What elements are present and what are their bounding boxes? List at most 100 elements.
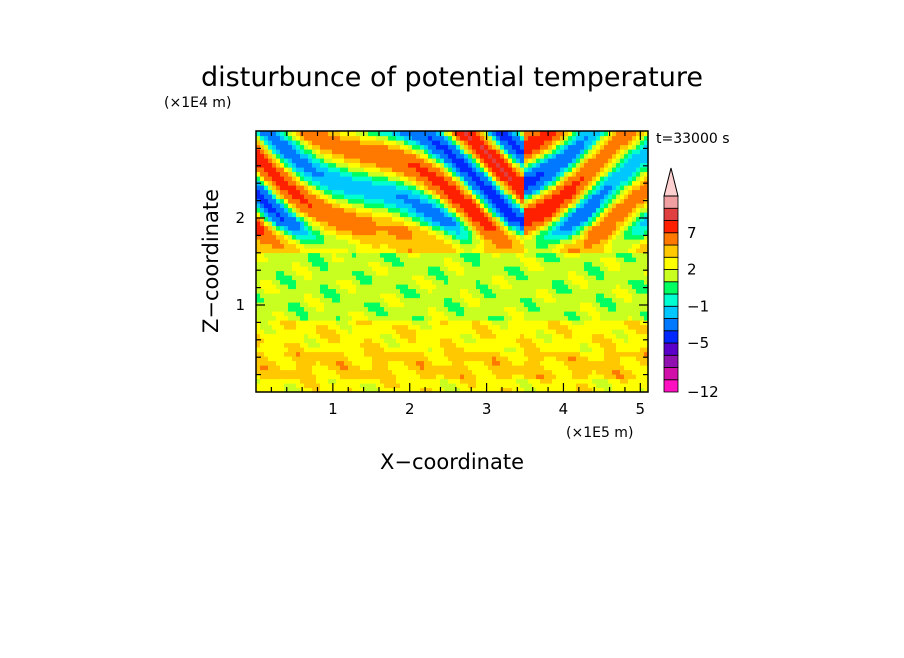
field-cell: [584, 234, 589, 240]
field-cell: [452, 365, 457, 371]
field-cell: [348, 212, 353, 218]
field-cell: [424, 194, 429, 200]
field-cell: [640, 212, 645, 218]
field-cell: [380, 171, 385, 177]
field-cell: [264, 302, 269, 308]
field-cell: [344, 180, 349, 186]
field-cell: [376, 360, 381, 366]
field-cell: [536, 207, 541, 213]
field-cell: [360, 297, 365, 303]
field-cell: [484, 369, 489, 375]
field-cell: [548, 162, 553, 168]
field-cell: [260, 279, 265, 285]
field-cell: [320, 203, 325, 209]
field-cell: [452, 261, 457, 267]
field-cell: [524, 320, 529, 326]
field-cell: [536, 351, 541, 357]
field-cell: [560, 212, 565, 218]
field-cell: [380, 342, 385, 348]
field-cell: [308, 185, 313, 191]
field-cell: [616, 324, 621, 330]
field-cell: [368, 180, 373, 186]
field-cell: [376, 369, 381, 375]
field-cell: [400, 243, 405, 249]
field-cell: [344, 329, 349, 335]
field-cell: [552, 311, 557, 317]
field-cell: [476, 270, 481, 276]
field-cell: [536, 194, 541, 200]
field-cell: [532, 198, 537, 204]
field-cell: [412, 365, 417, 371]
field-cell: [536, 176, 541, 182]
field-cell: [404, 306, 409, 312]
field-cell: [404, 171, 409, 177]
field-cell: [552, 239, 557, 245]
field-cell: [456, 374, 461, 380]
field-cell: [540, 230, 545, 236]
field-cell: [288, 216, 293, 222]
field-cell: [424, 252, 429, 258]
field-cell: [460, 180, 465, 186]
field-cell: [476, 248, 481, 254]
field-cell: [284, 203, 289, 209]
field-cell: [580, 378, 585, 384]
field-cell: [564, 180, 569, 186]
field-cell: [640, 248, 645, 254]
field-cell: [468, 266, 473, 272]
field-cell: [296, 351, 301, 357]
field-cell: [596, 369, 601, 375]
field-cell: [336, 324, 341, 330]
field-cell: [552, 297, 557, 303]
field-cell: [600, 176, 605, 182]
field-cell: [612, 302, 617, 308]
field-cell: [616, 167, 621, 173]
field-cell: [272, 302, 277, 308]
field-cell: [448, 324, 453, 330]
field-cell: [440, 275, 445, 281]
field-cell: [344, 356, 349, 362]
field-cell: [360, 194, 365, 200]
field-cell: [488, 365, 493, 371]
field-cell: [364, 257, 369, 263]
field-cell: [616, 333, 621, 339]
field-cell: [492, 342, 497, 348]
field-cell: [568, 261, 573, 267]
field-cell: [524, 284, 529, 290]
field-cell: [456, 360, 461, 366]
field-cell: [528, 302, 533, 308]
field-cell: [364, 338, 369, 344]
field-cell: [288, 167, 293, 173]
field-cell: [396, 306, 401, 312]
field-cell: [596, 338, 601, 344]
field-cell: [264, 374, 269, 380]
field-cell: [528, 311, 533, 317]
field-cell: [548, 212, 553, 218]
field-cell: [524, 306, 529, 312]
field-cell: [364, 275, 369, 281]
field-cell: [492, 189, 497, 195]
field-cell: [308, 329, 313, 335]
field-cell: [464, 225, 469, 231]
field-cell: [296, 194, 301, 200]
field-cell: [436, 239, 441, 245]
field-cell: [612, 171, 617, 177]
field-cell: [304, 239, 309, 245]
field-cell: [440, 207, 445, 213]
field-cell: [260, 239, 265, 245]
field-cell: [600, 365, 605, 371]
field-cell: [620, 338, 625, 344]
field-cell: [580, 342, 585, 348]
field-cell: [468, 360, 473, 366]
field-cell: [524, 176, 529, 182]
field-cell: [488, 221, 493, 227]
field-cell: [344, 324, 349, 330]
field-cell: [328, 207, 333, 213]
field-cell: [288, 171, 293, 177]
field-cell: [484, 243, 489, 249]
field-cell: [488, 383, 493, 389]
field-cell: [620, 360, 625, 366]
field-cell: [320, 275, 325, 281]
field-cell: [256, 275, 261, 281]
field-cell: [492, 356, 497, 362]
field-cell: [512, 306, 517, 312]
